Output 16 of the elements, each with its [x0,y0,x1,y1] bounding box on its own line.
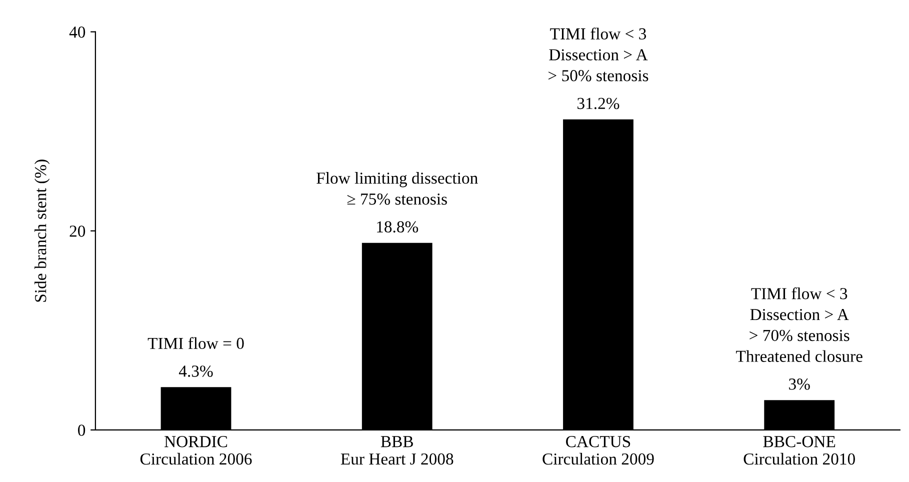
data-label: 3% [789,378,810,390]
annotation: TIMI flow = 0 [148,337,244,350]
x-tick-label: NORDIC Circulation 2006 [140,436,252,465]
y-tick-label: 20 [70,226,86,237]
y-tick-label: 40 [69,26,86,38]
y-tick-label: 0 [78,424,86,436]
annotation: TIMI flow < 3 Dissection > A > 50% stenosis [548,28,648,82]
y-axis-title: Side branch stent (%) [34,160,50,302]
x-tick-label: CACTUS Circulation 2009 [542,436,654,465]
annotation: TIMI flow < 3 Dissection > A > 70% stenosis Threatened closure [736,287,862,362]
x-tick-label: BBC-ONE Circulation 2010 [744,436,855,465]
x-tick-label: BBB Eur Heart J 2008 [340,436,454,465]
data-label: 31.2% [578,98,620,110]
data-label: 18.8% [377,221,418,233]
annotation: Flow limiting dissection ≥ 75% stenosis [316,172,478,205]
data-label: 4.3% [178,366,213,377]
